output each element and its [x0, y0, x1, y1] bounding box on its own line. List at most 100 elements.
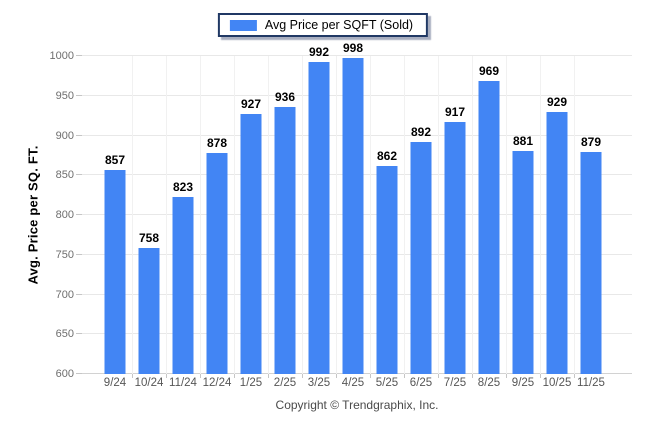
x-axis-tick — [472, 374, 473, 378]
vertical-gridline — [336, 56, 337, 374]
bar-value-label: 936 — [274, 89, 296, 104]
x-tick-label: 7/25 — [443, 377, 467, 389]
x-tick-label: 11/25 — [577, 377, 605, 389]
bar-column: 878 — [200, 56, 234, 374]
bar-value-label: 878 — [206, 136, 228, 150]
x-tick-label: 4/25 — [341, 377, 365, 389]
x-axis-tick — [268, 374, 269, 378]
y-tick-label: 800 — [55, 209, 74, 221]
bar — [274, 106, 296, 374]
x-tick-label: 9/24 — [103, 377, 127, 389]
bar-column: 879 — [574, 56, 608, 374]
bar — [376, 165, 398, 374]
x-axis-tick — [540, 374, 541, 378]
y-tick-label: 950 — [55, 89, 74, 102]
legend-swatch-icon — [229, 19, 257, 31]
bar-column: 927 — [234, 56, 268, 374]
bar-value-label: 969 — [478, 63, 500, 78]
bar-value-label: 992 — [308, 45, 330, 60]
bar-column: 862 — [370, 56, 404, 374]
bar-column: 823 — [166, 56, 200, 374]
bar-value-label: 927 — [240, 97, 262, 112]
x-tick-label: 8/25 — [477, 377, 501, 389]
gridline — [76, 55, 632, 56]
x-tick-label: 9/25 — [511, 377, 535, 389]
x-tick-label: 3/25 — [307, 377, 331, 389]
bar-column: 936 — [268, 56, 302, 374]
copyright-text: Copyright © Trendgraphix, Inc. — [275, 398, 439, 412]
bar — [410, 141, 432, 374]
vertical-gridline — [506, 56, 507, 374]
bar-value-label: 823 — [172, 179, 194, 194]
bar — [172, 196, 194, 374]
y-tick-label: 650 — [55, 328, 74, 341]
y-tick-labels: 600 650 700 750 800 850 900 950 1000 — [36, 50, 78, 380]
x-axis-tick — [336, 374, 337, 378]
bar-value-label: 929 — [546, 95, 568, 110]
bar-column: 998 — [336, 41, 370, 374]
x-tick-label: 11/24 — [169, 377, 197, 389]
bar — [342, 57, 364, 374]
x-tick-label: 2/25 — [273, 377, 297, 389]
bar — [240, 114, 262, 374]
bar-value-label: 758 — [138, 231, 160, 246]
y-axis-tick — [76, 94, 82, 96]
bar — [444, 122, 466, 374]
bar — [104, 169, 126, 374]
x-tick-label: 6/25 — [409, 377, 433, 389]
bar — [138, 248, 160, 374]
y-tick-label: 600 — [55, 368, 74, 380]
y-axis-tick — [76, 253, 82, 255]
bar-column: 758 — [132, 56, 166, 374]
bar-value-label: 857 — [104, 152, 126, 167]
bar-value-label: 917 — [444, 105, 466, 119]
y-axis-tick — [76, 55, 82, 56]
vertical-gridline — [268, 56, 269, 374]
x-tick-label: 1/25 — [239, 377, 263, 389]
x-axis-tick — [132, 374, 133, 378]
vertical-gridline — [166, 56, 167, 374]
bar-column: 969 — [472, 56, 506, 374]
x-axis-tick — [438, 374, 439, 378]
vertical-gridline — [472, 56, 473, 374]
y-axis-tick — [76, 373, 82, 374]
bar-value-label: 892 — [410, 124, 432, 139]
vertical-gridline — [234, 56, 235, 374]
bar-column: 929 — [540, 56, 574, 374]
y-tick-label: 850 — [55, 169, 74, 182]
vertical-gridline — [438, 56, 439, 374]
legend-label: Avg Price per SQFT (Sold) — [264, 18, 414, 32]
bar-value-label: 881 — [512, 133, 534, 148]
y-tick-label: 900 — [55, 129, 74, 142]
x-axis-tick — [370, 374, 371, 378]
x-axis-tick — [506, 374, 507, 378]
vertical-gridline — [574, 56, 575, 374]
bar-value-label: 879 — [580, 135, 602, 150]
bar-value-label: 998 — [342, 40, 364, 55]
y-axis-tick — [76, 134, 82, 136]
y-axis-tick — [76, 174, 82, 176]
plot-area: 857 758 823 878 927 936 992 998 862 892 917 969 881 9… — [76, 41, 632, 378]
x-tick-label: 5/25 — [375, 377, 399, 389]
bar-column: 857 — [98, 56, 132, 374]
vertical-gridline — [302, 56, 303, 374]
x-tick-label: 10/24 — [134, 377, 164, 389]
x-axis-tick — [200, 374, 201, 378]
bar — [206, 153, 228, 374]
vertical-gridline — [370, 56, 371, 374]
x-axis-tick — [574, 374, 575, 378]
y-axis-tick — [76, 333, 82, 335]
bar-value-label: 862 — [376, 148, 398, 163]
bar-column: 917 — [438, 56, 472, 374]
x-tick-label: 12/24 — [202, 377, 232, 389]
y-tick-label: 700 — [55, 288, 74, 301]
y-axis-tick — [76, 293, 82, 295]
vertical-gridline — [404, 56, 405, 374]
y-axis-tick — [76, 214, 82, 215]
bars-row: 857 758 823 878 927 936 992 998 862 892 917 969 881 9… — [98, 41, 608, 374]
vertical-gridline — [132, 56, 133, 374]
bar — [580, 152, 602, 374]
bar — [478, 80, 500, 374]
vertical-gridline — [200, 56, 201, 374]
